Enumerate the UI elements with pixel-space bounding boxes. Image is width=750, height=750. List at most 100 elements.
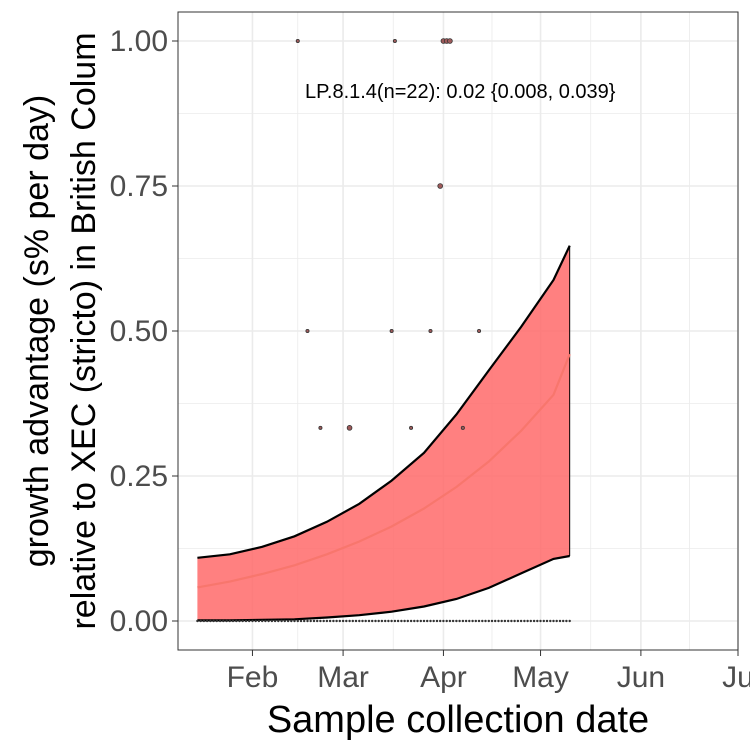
zero-point (280, 619, 283, 623)
zero-point (367, 619, 371, 623)
ribbon-lower-edge (197, 554, 570, 622)
zero-point (451, 619, 455, 623)
zero-point (303, 619, 306, 623)
zero-point (261, 619, 264, 623)
zero-point (474, 619, 477, 623)
zero-point (196, 619, 199, 623)
zero-point (270, 619, 274, 623)
zero-point (477, 619, 481, 623)
zero-point (251, 619, 254, 623)
y-tick-label: 0.50 (110, 315, 168, 348)
zero-point (341, 619, 345, 623)
x-tick-label: Mar (317, 661, 369, 694)
zero-point (257, 619, 261, 623)
zero-point (306, 619, 309, 623)
zero-point (558, 619, 562, 623)
zero-point (290, 619, 293, 623)
zero-point (555, 619, 558, 623)
zero-point (442, 619, 445, 623)
observed-point (428, 328, 433, 333)
zero-point (371, 619, 374, 623)
zero-point (267, 619, 270, 623)
zero-point (461, 619, 465, 623)
zero-point (380, 619, 384, 623)
zero-point (202, 619, 206, 623)
ribbon-upper-edge (197, 245, 571, 559)
observed-point (305, 328, 310, 333)
observed-point (409, 425, 414, 430)
zero-point (212, 619, 215, 623)
zero-point (309, 619, 312, 623)
zero-point (277, 619, 280, 623)
axes: 0.00 0.25 0.50 0.75 1.00 Feb Mar Apr May Jun Ju (110, 25, 750, 694)
zero-point (199, 619, 202, 623)
x-tick-label: Ju (722, 661, 750, 694)
zero-point (507, 619, 510, 623)
zero-point (497, 619, 500, 623)
zero-point (429, 619, 432, 623)
zero-point (273, 619, 277, 623)
x-tick-label: Jun (617, 661, 665, 694)
zero-point (409, 619, 413, 623)
zero-point (490, 619, 494, 623)
zero-point (513, 619, 516, 623)
zero-point (312, 619, 316, 623)
zero-point (209, 619, 212, 623)
zero-point (426, 619, 429, 623)
confidence-ribbon (197, 245, 570, 621)
zero-point (235, 619, 238, 623)
observed-point (437, 183, 443, 189)
zero-point (545, 619, 549, 623)
zero-point (348, 619, 351, 623)
zero-point (351, 619, 354, 623)
y-axis-title-line2: relative to XEC (stricto) in British Col… (65, 32, 103, 629)
zero-point (523, 619, 526, 623)
zero-point (393, 619, 397, 623)
zero-point (471, 619, 474, 623)
zero-point (487, 619, 490, 623)
observed-point (318, 425, 323, 430)
zero-point (358, 619, 361, 623)
zero-point (361, 619, 364, 623)
zero-point (552, 619, 555, 623)
zero-point (384, 619, 387, 623)
zero-point (354, 619, 358, 623)
zero-point (319, 619, 322, 623)
x-tick-label: May (512, 661, 569, 694)
zero-point (328, 619, 332, 623)
zero-point (435, 619, 439, 623)
zero-point (345, 619, 348, 623)
zero-point (286, 619, 290, 623)
y-tick-label: 1.00 (110, 25, 168, 58)
y-tick-label: 0.75 (110, 170, 168, 203)
zero-point (536, 619, 539, 623)
zero-point (377, 619, 380, 623)
fit-line (197, 353, 571, 589)
x-tick-label: Feb (227, 661, 279, 694)
x-axis-title: Sample collection date (267, 699, 649, 741)
zero-point (222, 619, 225, 623)
zero-point (539, 619, 542, 623)
zero-point (419, 619, 422, 623)
zero-point (416, 619, 419, 623)
zero-point (244, 619, 248, 623)
zero-point (316, 619, 319, 623)
zero-point (231, 619, 235, 623)
observed-point (392, 39, 397, 44)
zero-point (228, 619, 231, 623)
zero-point (396, 619, 400, 623)
zero-point (448, 619, 452, 623)
zero-point (455, 619, 458, 623)
zero-point (481, 619, 484, 623)
zero-point (422, 619, 426, 623)
zero-point (283, 619, 286, 623)
zero-point (264, 619, 267, 623)
observed-point (389, 328, 394, 333)
zero-point (403, 619, 406, 623)
observed-point (447, 38, 453, 44)
zero-point (468, 619, 471, 623)
zero-point (238, 619, 241, 623)
zero-point (439, 619, 442, 623)
zero-point (390, 619, 393, 623)
zero-point (299, 619, 303, 623)
